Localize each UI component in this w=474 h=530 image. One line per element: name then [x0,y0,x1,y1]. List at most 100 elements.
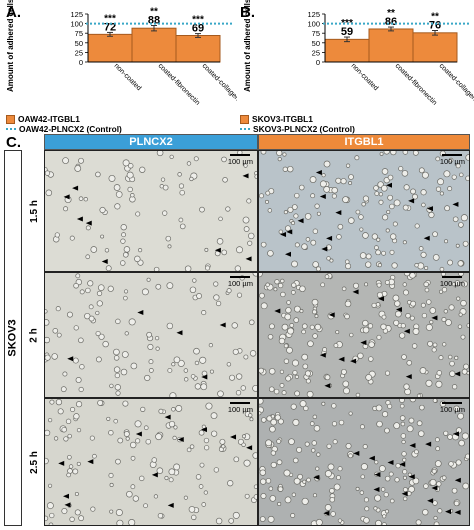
cell [189,444,195,449]
cell [420,302,426,308]
cell [282,166,288,172]
cell [240,385,246,391]
cell [310,193,316,199]
cell [412,193,418,200]
cell [100,234,105,239]
cell [460,334,466,340]
cell [422,509,429,516]
arrowhead-marker [313,474,320,480]
cell [400,323,406,329]
cell [109,509,114,514]
cell [285,307,292,314]
cell [259,516,266,522]
cell [304,213,312,220]
cell [393,199,401,207]
cell [393,319,400,326]
cell [349,332,354,338]
cell [219,438,226,445]
cell [348,217,355,224]
cell [120,224,127,231]
cell [301,329,306,335]
cell-line-text: SKOV3 [7,319,20,357]
cell [329,488,335,494]
cell [306,477,311,483]
arrowhead-marker [72,185,79,191]
panel-a-letter: A. [6,4,21,21]
row-label: 2.5 h [28,450,40,474]
significance-marker: ** [431,12,439,23]
cell [205,402,213,410]
cell [98,333,105,340]
cell [315,266,321,271]
cell [345,443,352,450]
cell [466,371,469,376]
cell [232,348,239,355]
cell [115,390,121,396]
cell [285,375,292,382]
cell [249,417,254,422]
cell [342,380,350,388]
cell [312,228,319,234]
arrowhead-marker [323,510,330,516]
cell [260,241,267,248]
cell [73,282,79,289]
cell [72,468,79,475]
cell [140,406,146,412]
cell [241,442,246,447]
cell [326,256,331,261]
cell [382,214,389,221]
cell [155,346,160,351]
cell [184,265,192,271]
arrowhead-marker [374,472,381,478]
arrowhead-marker [403,328,410,334]
y-tick-label: 75 [312,29,320,38]
scale-bar: 100 µm [228,154,253,166]
cell [273,287,278,292]
cell [381,314,387,320]
cell [331,187,338,194]
arrowhead-marker [297,218,304,224]
cell [109,383,114,389]
arrowhead-marker [326,235,333,241]
cell [432,231,438,238]
cell [451,282,457,287]
cell [330,511,336,517]
cell [135,438,141,444]
cell [92,453,97,459]
cell [108,472,114,478]
cell [293,317,300,323]
cell [395,463,401,469]
cell [455,163,461,169]
cell [282,152,287,157]
cell [276,438,282,444]
cell [264,199,269,204]
cell [198,429,205,436]
cell [260,151,267,155]
cell [266,415,273,422]
cell [243,354,249,360]
cell [362,232,369,239]
cell [55,306,61,312]
cell [402,469,408,475]
cell [165,235,172,242]
arrowhead-marker [321,246,328,252]
y-tick-label: 100 [307,20,320,29]
cell [236,246,243,254]
cell [418,430,425,437]
cell [441,317,447,322]
cell [421,202,426,208]
cell [341,286,347,292]
cell [302,363,309,370]
cell [376,237,381,242]
cell [461,368,468,375]
cell [402,475,407,480]
cell [61,508,68,515]
micrograph-itgbl1-2h: 100 µm [258,272,470,398]
data-label: 69 [192,23,204,35]
cell [406,425,414,433]
cell [447,354,453,360]
cell [363,497,369,503]
cell [260,302,268,310]
cell [394,477,400,483]
cell [331,421,338,427]
